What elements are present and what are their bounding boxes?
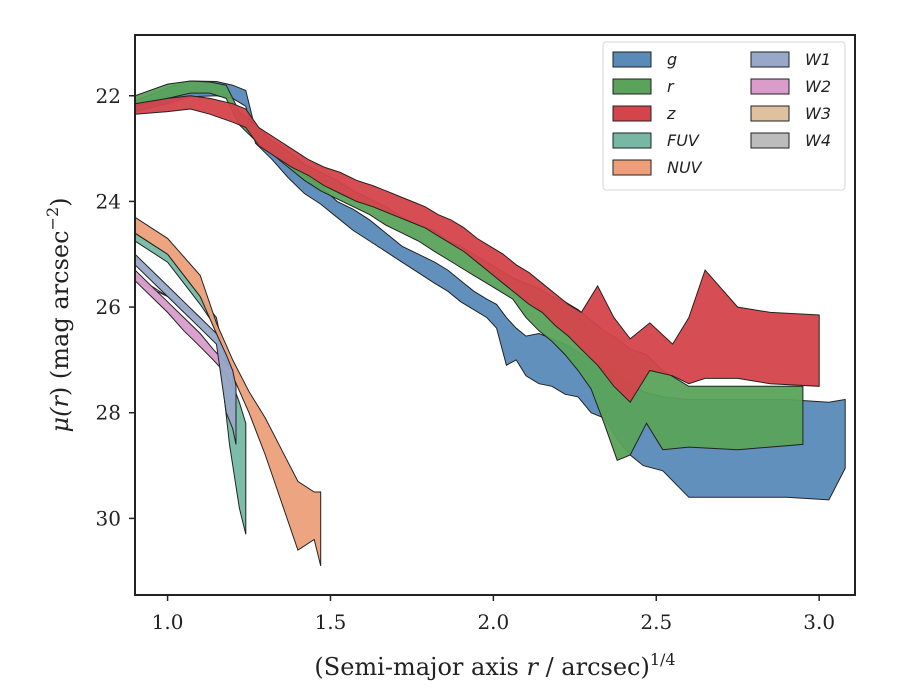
plot-frame <box>134 34 856 596</box>
x-tick-label: 1.5 <box>315 610 347 634</box>
y-tick-label: 22 <box>96 84 121 108</box>
y-tick-label: 26 <box>96 295 121 319</box>
legend-label-r: r <box>667 77 675 96</box>
y-tick-label: 28 <box>96 401 121 425</box>
series-band-nuv <box>135 216 322 567</box>
legend: grz FUV NUV W1 W2 W3 W4 <box>602 41 846 191</box>
x-tick-label: 3.0 <box>803 610 835 634</box>
legend-label-g: g <box>667 50 677 69</box>
legend-label-w1: W1 <box>805 50 831 69</box>
ticks-layer: 1.0 1.5 2.0 2.5 3.0 22 24 26 28 30 <box>96 84 836 634</box>
legend-swatch-w3 <box>750 105 790 122</box>
legend-swatch-fuv <box>612 132 652 149</box>
x-tick-label: 2.5 <box>640 610 672 634</box>
legend-label-nuv: NUV <box>667 158 703 177</box>
legend-label-w2: W2 <box>805 77 831 96</box>
legend-label-w3: W3 <box>805 104 831 123</box>
legend-swatch-w4 <box>750 132 790 149</box>
y-tick-label: 30 <box>96 506 121 530</box>
series-band-w1 <box>135 253 237 445</box>
x-axis-label: (Semi-major axis r / arcsec)1/4 <box>314 650 675 681</box>
legend-swatch-w1 <box>750 51 790 68</box>
legend-swatch-r <box>612 78 652 95</box>
x-tick-label: 2.0 <box>477 610 509 634</box>
legend-label-w4: W4 <box>805 131 831 150</box>
legend-label-fuv: FUV <box>667 131 700 150</box>
series-band-z <box>135 95 820 403</box>
legend-label-z: z <box>666 104 676 123</box>
x-tick-label: 1.0 <box>152 610 184 634</box>
y-axis-label: μ(r) (mag arcsec−2) <box>43 197 74 432</box>
y-tick-label: 24 <box>96 189 121 213</box>
legend-swatch-g <box>612 51 652 68</box>
legend-swatch-z <box>612 105 652 122</box>
series-layer <box>135 80 846 567</box>
legend-swatch-nuv <box>612 159 652 176</box>
legend-swatch-w2 <box>750 78 790 95</box>
